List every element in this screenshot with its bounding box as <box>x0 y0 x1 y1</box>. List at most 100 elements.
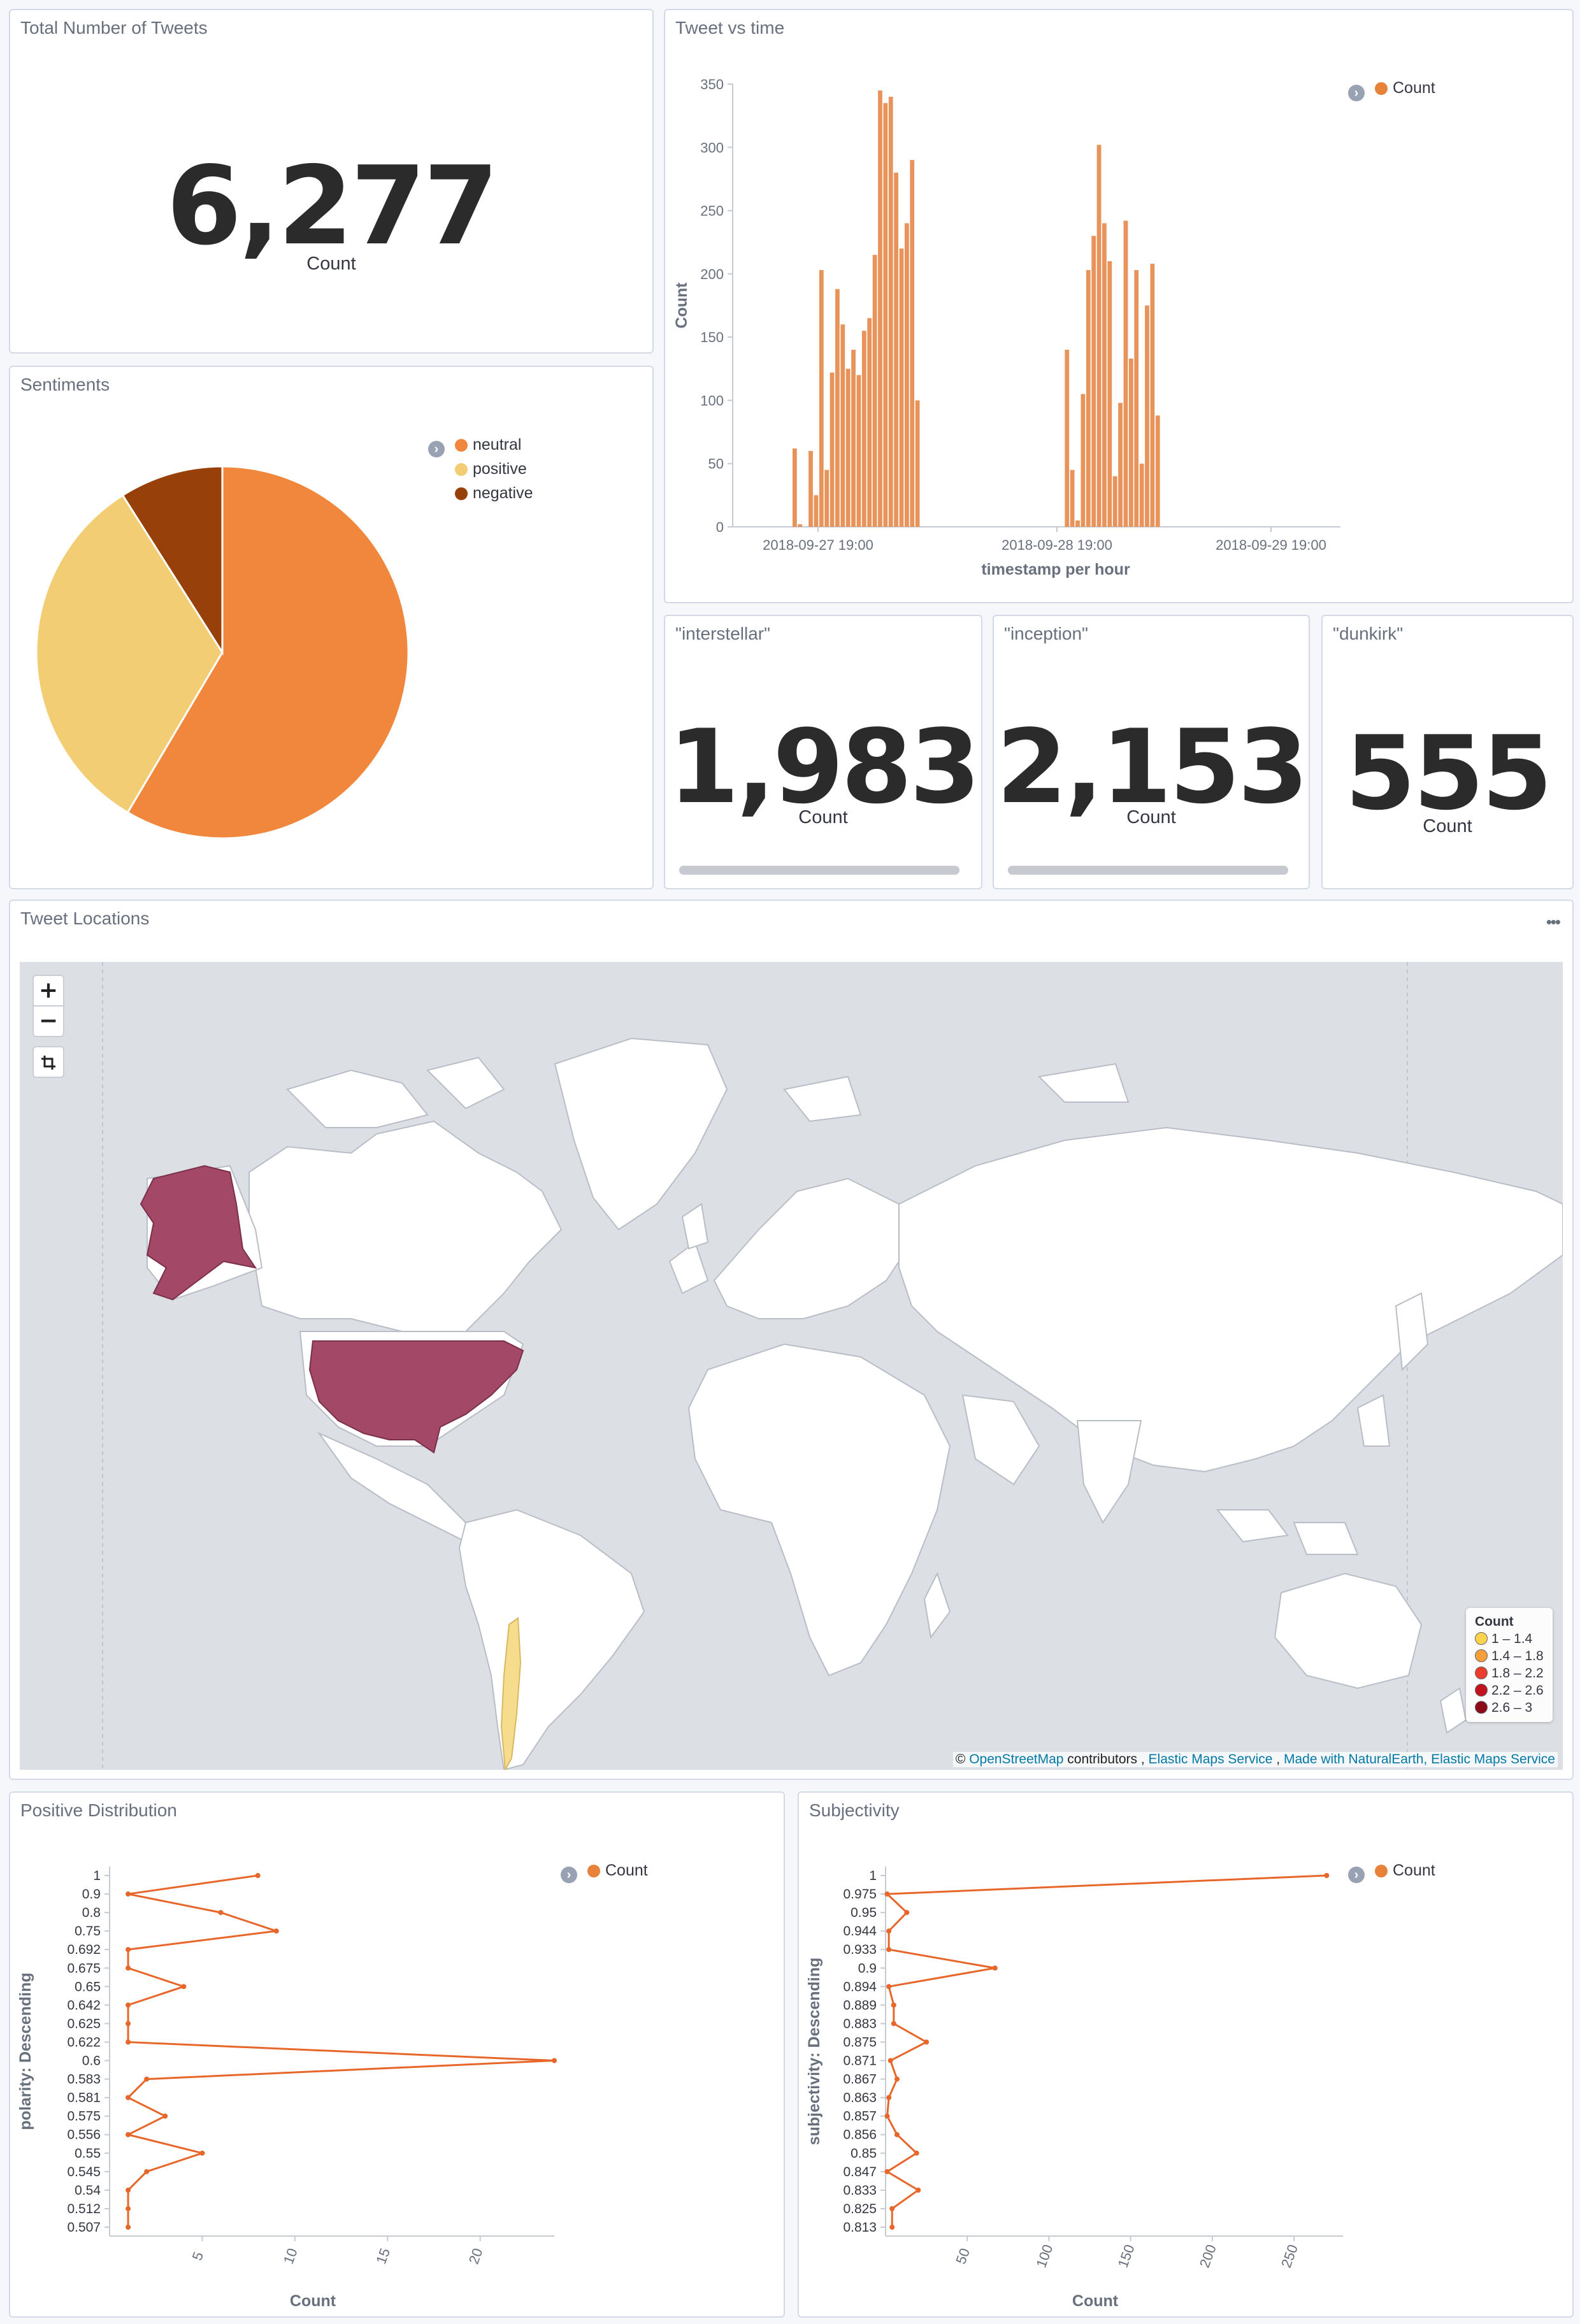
x-tick-label: 5 <box>189 2249 207 2262</box>
bar <box>883 103 888 527</box>
osm-link[interactable]: OpenStreetMap <box>969 1752 1064 1767</box>
map-legend-row: 2.6 – 3 <box>1475 1700 1544 1716</box>
y-tick-label: 0.9 <box>82 1887 101 1902</box>
y-tick-label: 0.944 <box>843 1924 877 1939</box>
panel-title: Total Number of Tweets <box>20 18 208 38</box>
legend-item-neutral[interactable]: neutral <box>455 436 521 454</box>
y-tick-label: 0 <box>716 519 724 535</box>
bar <box>1075 520 1080 527</box>
ems-link[interactable]: Elastic Maps Service <box>1148 1752 1273 1767</box>
y-tick-label: 0.625 <box>67 2016 101 2031</box>
y-tick-label: 1 <box>93 1869 101 1883</box>
legend-item-negative[interactable]: negative <box>455 484 533 503</box>
legend-swatch <box>455 439 468 452</box>
bar <box>1139 463 1144 527</box>
y-tick-label: 0.8 <box>82 1905 101 1920</box>
ellipsis-icon[interactable]: ••• <box>1546 912 1561 931</box>
y-axis-title: Count <box>673 282 691 329</box>
y-tick-label: 0.642 <box>67 1998 101 2012</box>
map-legend: Count 1 – 1.4 1.4 – 1.8 1.8 – 2.2 2.2 – … <box>1466 1608 1553 1722</box>
y-tick-label: 0.512 <box>67 2202 101 2216</box>
naturalearth-link[interactable]: Made with NaturalEarth, <box>1283 1752 1428 1767</box>
x-axis-title: Count <box>1072 2292 1119 2310</box>
data-point <box>126 2206 131 2211</box>
metric-label: Count <box>1126 807 1176 828</box>
panel-title: Tweet vs time <box>675 18 785 38</box>
y-tick-label: 0.545 <box>67 2165 101 2179</box>
legend-swatch <box>1375 82 1388 95</box>
legend-label: positive <box>473 460 527 478</box>
data-point <box>1324 1873 1330 1878</box>
data-point <box>884 2113 890 2119</box>
map-legend-title: Count <box>1475 1614 1514 1629</box>
ems-link-2[interactable]: Elastic Maps Service <box>1431 1752 1555 1767</box>
data-point <box>886 2095 892 2100</box>
data-point <box>886 1928 892 1934</box>
map-legend-row: 2.2 – 2.6 <box>1475 1683 1544 1698</box>
y-tick-label: 0.65 <box>75 1979 101 1994</box>
copyright-symbol: © <box>955 1752 966 1767</box>
y-tick-label: 0.575 <box>67 2109 101 2124</box>
y-tick-label: 0.692 <box>67 1942 101 1957</box>
x-tick-label: 15 <box>373 2246 393 2267</box>
y-tick-label: 200 <box>700 266 724 282</box>
legend-item-positive[interactable]: positive <box>455 460 527 478</box>
total-tweets-panel: Total Number of Tweets 6,277 Count <box>9 9 654 354</box>
legend-toggle-icon[interactable]: › <box>561 1867 577 1883</box>
y-axis-title: polarity: Descending <box>17 1972 34 2130</box>
crop-icon[interactable] <box>32 1046 64 1078</box>
panel-title: Positive Distribution <box>20 1800 177 1820</box>
horizontal-scrollbar[interactable] <box>1008 866 1288 875</box>
y-tick-label: 0.556 <box>67 2128 101 2142</box>
data-point <box>126 2095 131 2100</box>
data-point <box>884 1891 890 1897</box>
bar <box>861 331 866 527</box>
legend-toggle-icon[interactable]: › <box>1348 1867 1365 1883</box>
positive-distribution-panel: Positive Distribution 1 0.9 0.8 0.75 0.692 0.… <box>9 1791 785 2318</box>
y-tick-label: 0.894 <box>843 1979 877 1994</box>
bar <box>808 450 813 527</box>
y-tick-label: 0.975 <box>843 1887 877 1902</box>
metric-label: Count <box>1423 816 1472 836</box>
chile-region <box>500 1617 522 1770</box>
legend-toggle-icon[interactable]: › <box>1348 85 1365 101</box>
legend-item-count[interactable]: Count <box>1375 79 1435 97</box>
data-point <box>552 2058 557 2063</box>
y-tick-label: 350 <box>700 76 724 92</box>
pie-slice-neutral <box>126 465 410 840</box>
x-tick-label: 50 <box>952 2246 973 2267</box>
data-point <box>144 2169 150 2174</box>
inception-panel: "inception" 2,153 Count <box>993 615 1310 889</box>
bar <box>798 524 803 527</box>
tweet-vs-time-panel: Tweet vs time 0 50 100 150 200 250 300 350 2018-… <box>664 9 1574 603</box>
data-point <box>126 1891 131 1897</box>
map-view[interactable]: + − Count 1 – 1.4 1.4 – 1.8 1.8 – 2.2 2.… <box>20 962 1563 1770</box>
data-point <box>889 2206 895 2211</box>
y-tick-label: 0.875 <box>843 2035 877 2049</box>
panel-title: Tweet Locations <box>20 908 150 928</box>
panel-title: "inception" <box>1004 624 1088 643</box>
data-point <box>199 2150 205 2156</box>
data-point <box>218 1910 224 1916</box>
legend-swatch <box>455 487 468 500</box>
legend-item-count[interactable]: Count <box>587 1861 648 1880</box>
metric-label: Count <box>798 807 848 828</box>
legend-toggle-icon[interactable]: › <box>428 441 445 457</box>
attribution-text: contributors , <box>1067 1752 1145 1767</box>
data-point <box>894 2132 900 2137</box>
x-tick-label: 250 <box>1278 2242 1301 2270</box>
bar <box>840 324 845 527</box>
data-point <box>162 2113 168 2119</box>
legend-item-count[interactable]: Count <box>1375 1861 1435 1880</box>
world-map[interactable] <box>20 962 1563 1770</box>
zoom-in-button[interactable]: + <box>32 975 64 1007</box>
series-line <box>125 1874 555 2227</box>
zoom-out-button[interactable]: − <box>32 1005 64 1037</box>
horizontal-scrollbar[interactable] <box>679 866 959 875</box>
data-point <box>889 2225 895 2230</box>
bar <box>793 448 797 527</box>
bar <box>830 372 835 527</box>
legend-swatch <box>455 463 468 476</box>
pie-slice-negative <box>121 465 224 656</box>
bar <box>824 470 830 527</box>
